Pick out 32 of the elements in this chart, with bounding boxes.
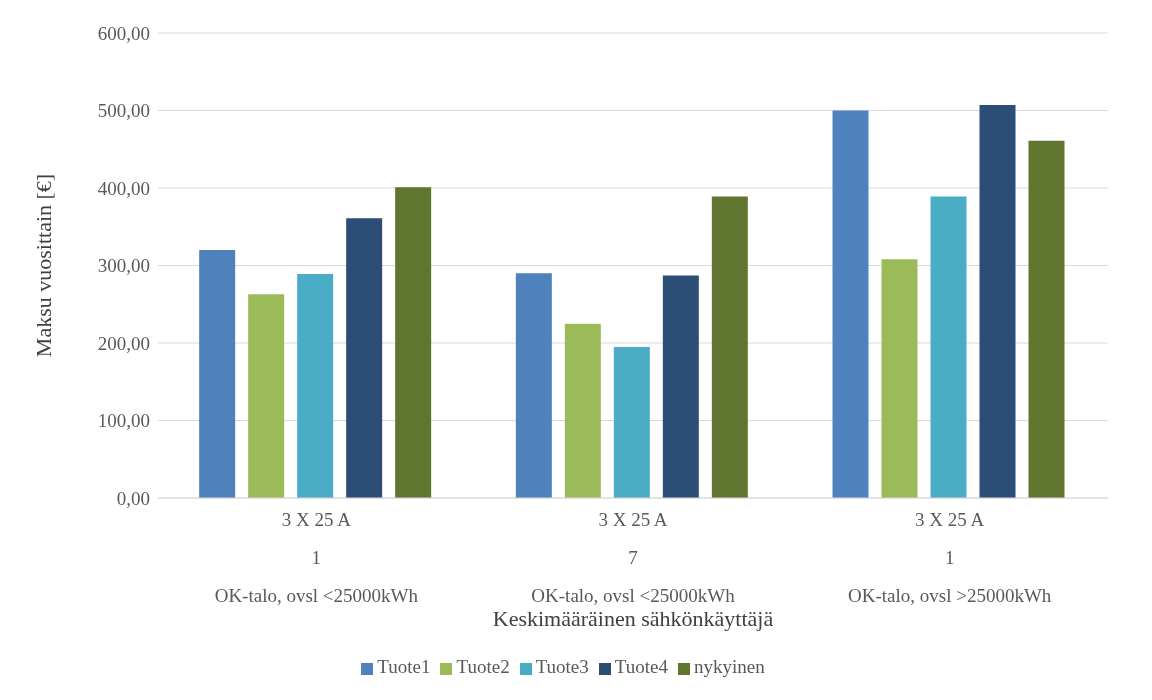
bar [930, 196, 967, 498]
bar [832, 110, 869, 498]
bar [613, 346, 650, 498]
y-tick-label: 100,00 [97, 410, 150, 432]
legend-label: nykyinen [693, 656, 765, 677]
bar [1028, 140, 1065, 498]
bar [297, 274, 334, 498]
x-tick-label: 3 X 25 A 1 OK-talo, ovsl <25000kWh [214, 509, 419, 606]
x-tick-label: 3 X 25 A 7 OK-talo, ovsl <25000kWh [531, 509, 736, 606]
bar [395, 187, 432, 498]
y-axis-title: Maksu vuosittain [€] [30, 173, 56, 358]
x-tick-label: 3 X 25 A 1 OK-talo, ovsl >25000kWh [847, 509, 1052, 606]
bar [199, 250, 236, 498]
legend-label: Tuote2 [456, 656, 510, 677]
x-axis-title: Keskimääräinen sähkönkäyttäjä [492, 606, 774, 631]
legend-label: Tuote3 [535, 656, 589, 677]
bar [711, 196, 748, 498]
y-tick-label: 400,00 [97, 177, 150, 199]
bar [346, 218, 383, 498]
y-tick-label: 200,00 [97, 332, 150, 354]
bar [979, 105, 1016, 498]
y-tick-label: 500,00 [97, 100, 150, 122]
legend-label: Tuote1 [377, 656, 431, 677]
bar [662, 275, 699, 498]
y-tick-label: 600,00 [97, 22, 150, 44]
bar [248, 294, 285, 498]
y-tick-label: 0,00 [116, 487, 150, 509]
bar [515, 273, 552, 498]
bar [564, 323, 601, 498]
y-tick-label: 300,00 [97, 255, 150, 277]
bar [881, 259, 918, 498]
legend-label: Tuote4 [614, 656, 668, 677]
